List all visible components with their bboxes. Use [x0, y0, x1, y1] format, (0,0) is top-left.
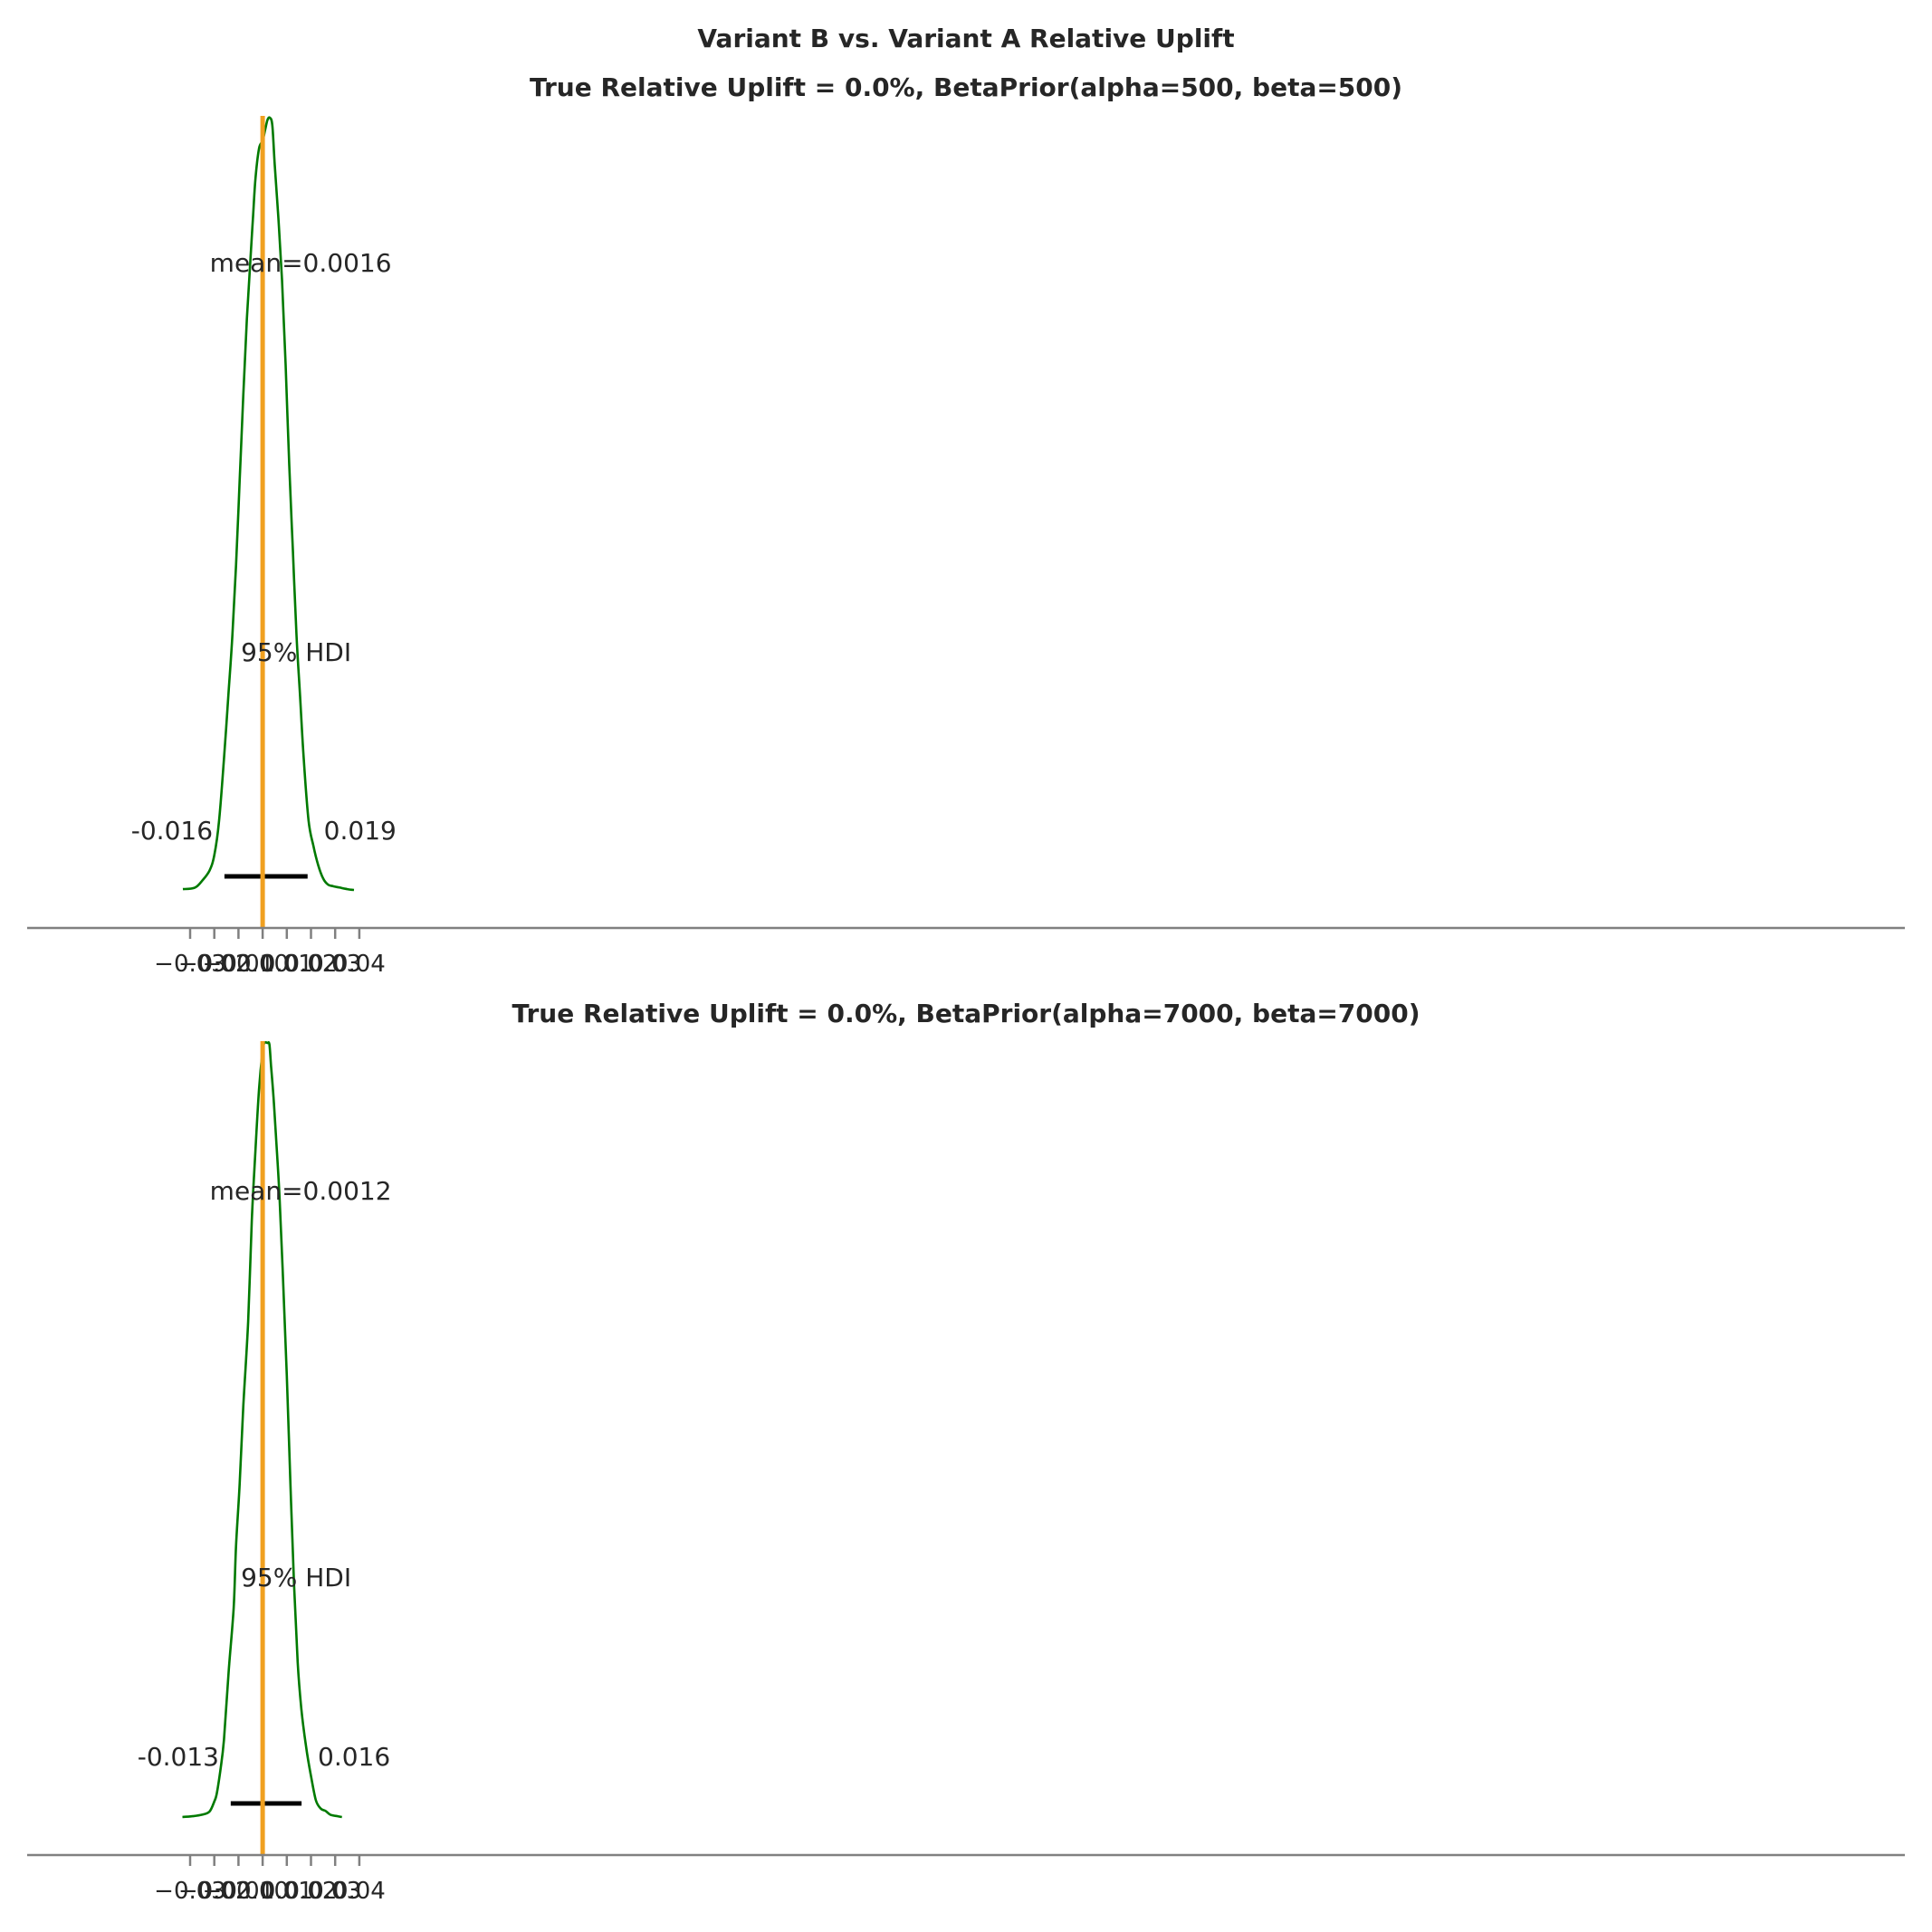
x-axis: −0.03−0.02−0.010.000.010.020.030.04: [27, 926, 1905, 978]
mean-label: mean=0.0012: [210, 1176, 392, 1206]
density-layer: [182, 1041, 342, 1819]
hdi-low-label: -0.016: [131, 816, 213, 846]
mean-label: mean=0.0016: [210, 248, 392, 278]
x-tick-label: 0.02: [285, 951, 338, 978]
label-layer: mean=0.0012 95% HDI -0.013 0.016: [138, 1176, 392, 1772]
x-tick-label: −0.03: [154, 1878, 226, 1905]
subplot-top: True Relative Uplift = 0.0%, BetaPrior(a…: [27, 72, 1905, 978]
subplot-title: True Relative Uplift = 0.0%, BetaPrior(a…: [530, 72, 1402, 102]
x-tick-label: −0.01: [203, 1878, 275, 1905]
x-tick-label: 0.03: [309, 1878, 361, 1905]
x-tick-label: 0.03: [309, 951, 361, 978]
density-curve: [182, 116, 355, 892]
hdi-high-label: 0.019: [324, 816, 397, 846]
x-tick-label: −0.01: [203, 951, 275, 978]
x-tick-label: 0.00: [236, 951, 289, 978]
x-tick-label: −0.03: [154, 951, 226, 978]
label-layer: mean=0.0016 95% HDI -0.016 0.019: [131, 248, 397, 846]
x-tick-label: 0.00: [236, 1878, 289, 1905]
hdi-high-label: 0.016: [318, 1742, 390, 1772]
density-curve: [182, 1041, 342, 1819]
x-tick-label: 0.01: [261, 951, 313, 978]
hdi-label: 95% HDI: [241, 637, 351, 667]
x-tick-label: −0.02: [178, 951, 251, 978]
x-tick-label: 0.04: [333, 1878, 386, 1905]
x-axis: −0.03−0.02−0.010.000.010.020.030.04: [27, 1853, 1905, 1905]
subplot-bottom: True Relative Uplift = 0.0%, BetaPrior(a…: [27, 999, 1905, 1905]
hdi-label: 95% HDI: [241, 1563, 351, 1592]
x-tick-label: 0.01: [261, 1878, 313, 1905]
density-layer: [182, 116, 355, 892]
hdi-low-label: -0.013: [138, 1742, 219, 1772]
subplot-title: True Relative Uplift = 0.0%, BetaPrior(a…: [512, 999, 1420, 1028]
x-tick-label: 0.02: [285, 1878, 338, 1905]
figure-suptitle: Variant B vs. Variant A Relative Uplift: [697, 24, 1234, 53]
x-tick-label: 0.04: [333, 951, 386, 978]
x-tick-label: −0.02: [178, 1878, 251, 1905]
